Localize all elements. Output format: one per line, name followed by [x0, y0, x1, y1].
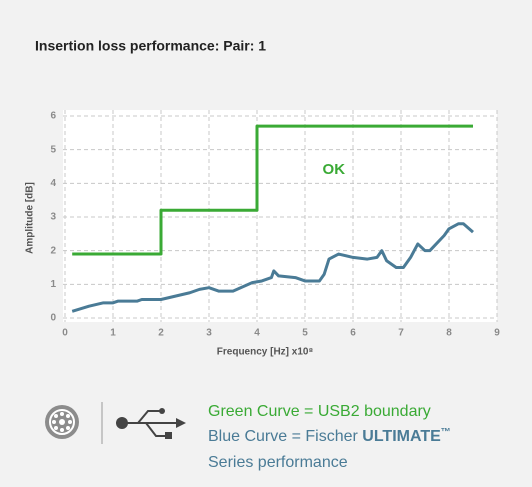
x-tick-label: 4 [254, 328, 260, 339]
legend-blue-line2: Series performance [208, 454, 348, 471]
x-tick-label: 9 [494, 328, 500, 339]
x-tick-label: 8 [446, 328, 452, 339]
y-axis-label: Amplitude [dB] [25, 182, 36, 254]
x-tick-label: 0 [62, 328, 68, 339]
x-tick-label: 5 [302, 328, 308, 339]
connector-icon [45, 405, 79, 439]
x-tick-label: 2 [158, 328, 164, 339]
legend-blue: Blue Curve = Fischer ULTIMATE™ [208, 427, 451, 446]
y-tick-label: 6 [50, 111, 56, 122]
legend-green: Green Curve = USB2 boundary [208, 403, 431, 420]
plot: 0 1 2 3 4 5 6 7 8 9 0 1 2 3 4 5 6 OK [50, 110, 500, 339]
x-axis-label: Frequency [Hz] x10⁸ [217, 347, 314, 358]
legend-blue-tm: ™ [441, 427, 451, 438]
x-tick-label: 1 [110, 328, 116, 339]
series-line [71, 222, 474, 313]
legend-blue-brand: ULTIMATE [362, 428, 441, 445]
chart-title: Insertion loss performance: Pair: 1 [35, 38, 266, 54]
y-tick-label: 0 [50, 313, 56, 324]
annotation: OK [323, 161, 346, 178]
series-line [72, 124, 473, 256]
legend-blue-text: Blue Curve = Fischer [208, 428, 362, 445]
x-tick-label: 7 [398, 328, 404, 339]
x-tick-label: 3 [206, 328, 212, 339]
y-tick-label: 5 [50, 144, 56, 155]
x-tick-label: 6 [350, 328, 356, 339]
y-tick-label: 1 [50, 279, 56, 290]
y-tick-label: 4 [50, 178, 56, 189]
plot-area [63, 110, 497, 322]
y-tick-label: 2 [50, 245, 56, 256]
y-tick-label: 3 [50, 212, 56, 223]
usb-icon [116, 408, 186, 439]
